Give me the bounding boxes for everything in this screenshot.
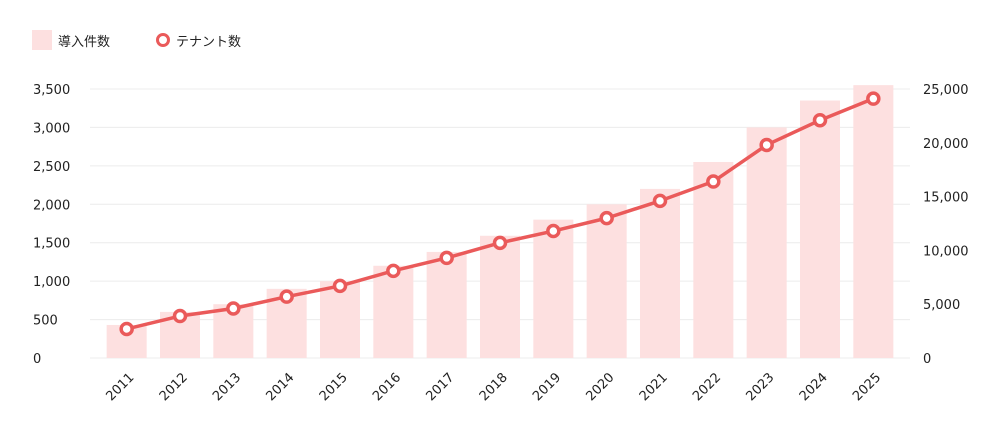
line-point [812, 112, 828, 128]
x-tick-label: 2021 [637, 370, 671, 404]
line-point [759, 137, 774, 153]
x-tick-label: 2025 [850, 370, 884, 404]
x-tick-label: 2020 [583, 370, 617, 404]
legend: 導入件数 テナント数 [32, 30, 287, 50]
line-point [866, 91, 881, 106]
bar [746, 127, 787, 358]
line-point [706, 174, 721, 189]
line-point [652, 193, 668, 209]
x-tick-label: 2024 [797, 370, 831, 404]
x-tick-label: 2013 [210, 370, 244, 404]
line-point [172, 308, 188, 324]
x-tick-label: 2016 [370, 370, 404, 404]
legend-item-line: テナント数 [156, 31, 241, 50]
bar [586, 204, 627, 358]
line-point [226, 301, 241, 316]
y-right-tick-label: 5,000 [923, 298, 960, 313]
line-point [599, 210, 614, 226]
x-tick-label: 2018 [477, 370, 511, 404]
line-point [546, 223, 561, 239]
y-left-tick-label: 1,500 [33, 237, 70, 252]
y-right-tick-label: 15,000 [923, 191, 969, 206]
y-left-tick-label: 2,000 [33, 198, 70, 213]
y-right-tick-label: 0 [923, 352, 931, 367]
legend-item-bar: 導入件数 [32, 30, 110, 50]
bar [426, 251, 467, 358]
y-left-tick-label: 3,000 [33, 121, 70, 136]
line-point [439, 250, 454, 266]
legend-bar-label: 導入件数 [58, 34, 111, 50]
line-point [332, 278, 348, 294]
x-tick-label: 2012 [157, 370, 191, 404]
y-right-tick-label: 20,000 [923, 137, 969, 152]
legend-line-label: テナント数 [176, 34, 242, 50]
bar [693, 162, 734, 358]
bar [320, 281, 360, 358]
line-point [492, 235, 508, 251]
bar [480, 235, 520, 358]
line-point [279, 289, 294, 304]
y-left-tick-label: 0 [33, 352, 41, 367]
line-point [386, 263, 401, 279]
y-right-tick-label: 10,000 [923, 244, 969, 259]
y-left-tick-label: 1,000 [33, 275, 70, 290]
bar [800, 100, 840, 359]
legend-line-swatch [156, 33, 171, 47]
bar [533, 219, 574, 358]
y-left-tick-label: 2,500 [33, 160, 70, 175]
line-point [119, 321, 134, 337]
y-right-tick-label: 25,000 [923, 83, 969, 98]
x-tick-label: 2019 [530, 370, 564, 404]
x-tick-label: 2023 [743, 370, 777, 404]
bar [640, 188, 680, 358]
x-tick-label: 2017 [423, 370, 457, 404]
legend-bar-swatch [32, 30, 52, 50]
bar [373, 265, 414, 358]
x-tick-label: 2014 [263, 370, 297, 404]
x-tick-label: 2015 [317, 370, 351, 404]
bar [853, 85, 894, 359]
x-tick-label: 2022 [690, 370, 724, 404]
x-tick-label: 2011 [103, 370, 137, 404]
y-left-tick-label: 500 [33, 314, 58, 329]
y-left-tick-label: 3,500 [33, 83, 70, 98]
